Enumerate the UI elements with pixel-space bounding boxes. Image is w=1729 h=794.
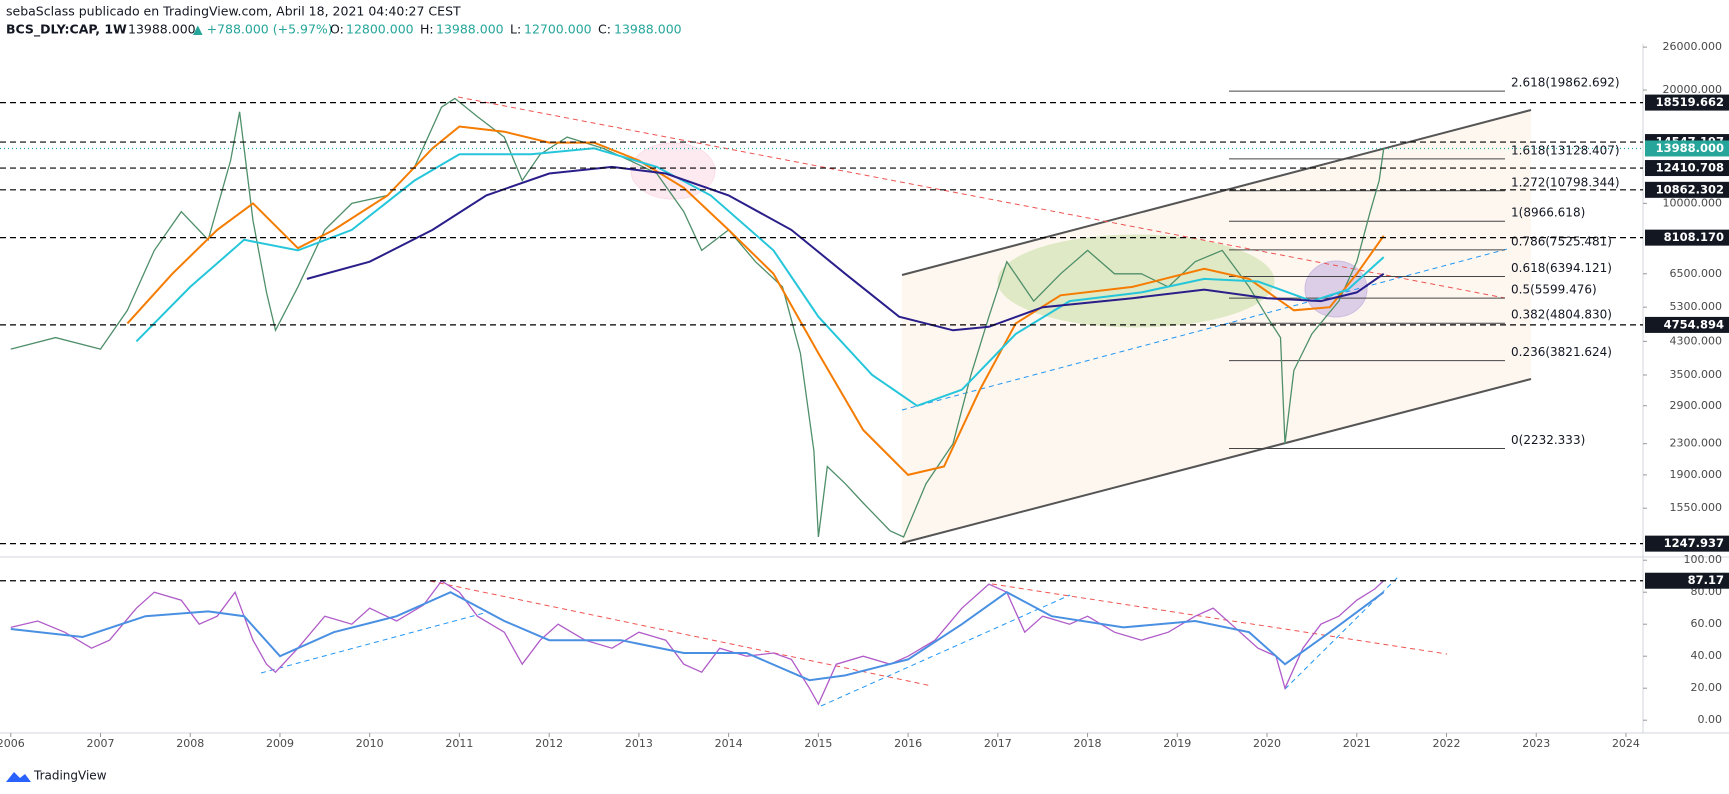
x-tick-label: 2008 (176, 737, 204, 750)
x-tick-label: 2020 (1253, 737, 1281, 750)
last-price: 13988.000 (128, 22, 196, 37)
fib-label: 0.5(5599.476) (1511, 283, 1597, 297)
x-tick-label: 2011 (445, 737, 473, 750)
level-label: 13988.000 (1656, 141, 1724, 155)
y-tick-label: 0.00 (1698, 713, 1723, 726)
rsi-trend-line (429, 580, 933, 687)
y-tick-label: 10000.000 (1663, 196, 1723, 209)
level-label: 8108.170 (1664, 230, 1724, 244)
x-tick-label: 2010 (356, 737, 384, 750)
y-tick-label: 3500.000 (1670, 368, 1723, 381)
level-label: 1247.937 (1664, 536, 1724, 550)
level-badge (1645, 316, 1729, 333)
close-label: C: (598, 22, 611, 37)
x-tick-label: 2017 (984, 737, 1012, 750)
fib-label: 0.382(4804.830) (1511, 308, 1612, 322)
level-badge (1645, 140, 1729, 157)
fib-label: 1(8966.618) (1511, 206, 1585, 220)
fib-label: 2.618(19862.692) (1511, 76, 1620, 90)
y-tick-label: 4300.000 (1670, 334, 1723, 347)
low-label: L: (510, 22, 521, 37)
rsi-trend-line (260, 611, 489, 674)
symbol: BCS_DLY:CAP, 1W (6, 22, 127, 38)
x-tick-label: 2013 (625, 737, 653, 750)
y-tick-label: 26000.000 (1663, 40, 1723, 53)
level-badge (1645, 229, 1729, 246)
change: ▲ +788.000 (+5.97%) (193, 22, 333, 37)
trend-line (901, 247, 1512, 411)
level-label: 87.17 (1688, 573, 1724, 587)
brand: TradingView (6, 769, 107, 783)
level-badge (1645, 181, 1729, 198)
x-tick-label: 2022 (1432, 737, 1460, 750)
x-tick-label: 2015 (804, 737, 832, 750)
legend-line: BCS_DLY:CAP, 1W 13988.000 ▲ +788.000 (+5… (6, 22, 682, 38)
trend-line (457, 96, 1506, 299)
fib-label: 0.236(3821.624) (1511, 345, 1612, 359)
level-label: 4754.894 (1664, 317, 1724, 331)
level-badge (1645, 94, 1729, 111)
x-tick-label: 2023 (1522, 737, 1550, 750)
series-line (10, 97, 1385, 538)
rsi-trend-line (820, 594, 1071, 707)
channel-upper (901, 109, 1532, 276)
high-label: H: (420, 22, 434, 37)
y-tick-label: 1550.000 (1670, 501, 1723, 514)
brand-logo (6, 772, 31, 782)
fib-label: 1.272(10798.344) (1511, 175, 1620, 189)
y-tick-label: 2300.000 (1670, 437, 1723, 450)
series-line (126, 125, 1385, 477)
level-badge (1645, 160, 1729, 177)
x-tick-label: 2012 (535, 737, 563, 750)
series-line (135, 147, 1385, 407)
fib-label: 0(2232.333) (1511, 433, 1585, 447)
x-tick-label: 2009 (266, 737, 294, 750)
x-tick-label: 2018 (1074, 737, 1102, 750)
x-tick-label: 2006 (0, 737, 25, 750)
x-tick-label: 2014 (715, 737, 743, 750)
y-tick-label: 20.00 (1691, 681, 1723, 694)
open: 12800.000 (346, 22, 414, 37)
level-badge (1645, 572, 1729, 589)
fib-label: 0.786(7525.481) (1511, 234, 1612, 248)
fib-label: 0.618(6394.121) (1511, 261, 1612, 275)
y-tick-label: 100.00 (1684, 553, 1723, 566)
open-label: O: (330, 22, 344, 37)
level-label: 12410.708 (1656, 161, 1724, 175)
low: 12700.000 (524, 22, 592, 37)
fib-label: 1.618(13128.407) (1511, 143, 1620, 157)
cross-ellipse (630, 142, 716, 200)
x-tick-label: 2021 (1343, 737, 1371, 750)
y-tick-label: 1900.000 (1670, 468, 1723, 481)
cross-ellipse (1304, 260, 1368, 318)
y-tick-label: 60.00 (1691, 617, 1723, 630)
channel-lower (901, 378, 1532, 544)
series-line (10, 580, 1385, 706)
y-tick-label: 5300.000 (1670, 300, 1723, 313)
x-tick-label: 2016 (894, 737, 922, 750)
level-label: 10862.302 (1656, 182, 1724, 196)
x-tick-label: 2007 (87, 737, 115, 750)
brand-name: TradingView (33, 769, 107, 783)
author-line: sebaSclass publicado en TradingView.com,… (6, 4, 461, 19)
close: 13988.000 (614, 22, 682, 37)
y-tick-label: 20000.000 (1663, 83, 1723, 96)
y-tick-label: 2900.000 (1670, 399, 1723, 412)
level-badge (1645, 535, 1729, 552)
y-tick-label: 6500.000 (1670, 267, 1723, 280)
high: 13988.000 (436, 22, 504, 37)
x-tick-label: 2024 (1612, 737, 1640, 750)
level-label: 18519.662 (1656, 95, 1724, 109)
x-tick-label: 2019 (1163, 737, 1191, 750)
series-line (10, 591, 1385, 682)
series-line (306, 165, 1385, 332)
y-tick-label: 40.00 (1691, 649, 1723, 662)
